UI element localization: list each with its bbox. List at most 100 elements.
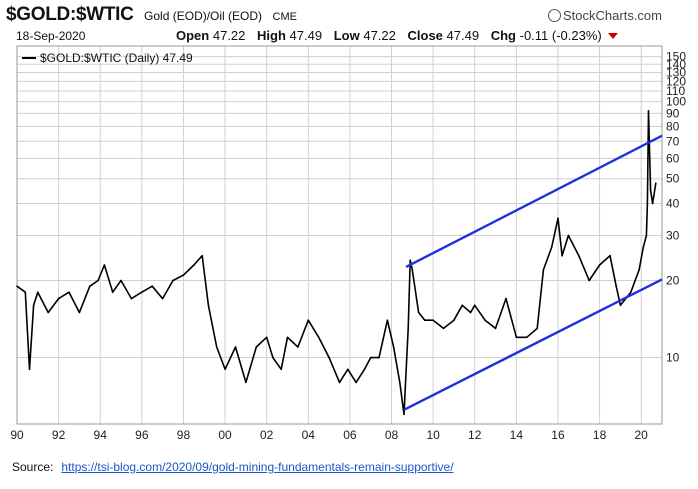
price-point <box>16 285 18 288</box>
price-point <box>255 346 258 348</box>
price-point <box>442 327 445 330</box>
price-point <box>630 291 632 294</box>
price-point <box>286 336 289 339</box>
y-tick-label: 100 <box>666 95 686 109</box>
price-point <box>245 381 247 384</box>
price-point <box>68 291 70 294</box>
price-point <box>307 319 310 322</box>
price-point <box>151 285 153 288</box>
price-point <box>111 291 114 294</box>
price-point <box>317 336 320 339</box>
price-point <box>655 182 657 184</box>
x-tick-label: 98 <box>177 428 191 442</box>
grid-lines <box>16 46 662 424</box>
y-tick-label: 120 <box>666 74 686 88</box>
upper-channel-line <box>405 134 663 269</box>
brand-logo[interactable]: StockCharts.com <box>548 8 662 23</box>
price-point <box>47 311 49 314</box>
price-point <box>403 413 405 416</box>
high-value: 47.49 <box>289 28 323 43</box>
x-tick-label: 20 <box>635 428 649 442</box>
y-tick-label: 140 <box>666 57 686 71</box>
price-point <box>567 234 570 237</box>
lower-channel-line <box>403 278 663 411</box>
x-tick-label: 92 <box>52 428 66 442</box>
chart-header: $GOLD:$WTIC Gold (EOD)/Oil (EOD) CME <box>6 4 297 26</box>
price-point <box>280 368 283 371</box>
source-link[interactable]: https://tsi-blog.com/2020/09/gold-mining… <box>61 460 454 474</box>
price-point <box>494 327 497 330</box>
y-tick-label: 90 <box>666 106 680 120</box>
y-tick-label: 80 <box>666 119 680 133</box>
y-tick-label: 50 <box>666 172 680 186</box>
y-tick-label: 20 <box>666 274 680 288</box>
price-point <box>588 279 590 282</box>
price-point <box>347 368 349 371</box>
price-point <box>615 285 617 288</box>
price-point <box>369 356 372 359</box>
x-tick-label: 94 <box>94 428 108 442</box>
plot-frame <box>16 45 663 425</box>
price-point <box>557 217 559 220</box>
price-point <box>328 356 330 359</box>
price-point <box>182 274 185 276</box>
price-point <box>120 279 122 282</box>
y-tick-label: 130 <box>666 65 686 79</box>
price-point <box>542 269 545 271</box>
price-point <box>28 368 31 371</box>
chart-description: Gold (EOD)/Oil (EOD) <box>144 9 263 23</box>
price-point <box>363 368 366 371</box>
price-point <box>453 319 455 322</box>
x-tick-label: 16 <box>551 428 565 442</box>
source-line: Source: https://tsi-blog.com/2020/09/gold… <box>12 460 454 474</box>
x-tick-label: 06 <box>343 428 357 442</box>
y-tick-label: 40 <box>666 196 680 210</box>
price-point <box>103 264 106 266</box>
price-point <box>399 381 401 384</box>
price-point <box>619 304 622 307</box>
price-point <box>473 304 476 307</box>
price-point <box>484 319 486 322</box>
price-point <box>386 319 389 322</box>
price-point <box>505 297 507 300</box>
price-point <box>647 110 650 112</box>
price-point <box>561 254 563 257</box>
x-tick-label: 18 <box>593 428 607 442</box>
price-point <box>536 327 538 330</box>
x-tick-label: 08 <box>385 428 399 442</box>
x-tick-label: 96 <box>135 428 149 442</box>
channel-group <box>403 134 663 411</box>
price-point <box>411 269 414 271</box>
close-label: Close <box>407 28 443 43</box>
x-axis: 90 92 94 96 98 00 02 04 06 08 10 12 14 16 18 20 <box>10 428 648 442</box>
ohlc-readout: Open 47.22 High 47.49 Low 47.22 Close 47… <box>176 28 618 43</box>
x-tick-label: 02 <box>260 428 274 442</box>
price-point <box>409 259 412 262</box>
close-value: 47.49 <box>446 28 480 43</box>
price-series-line <box>16 110 657 416</box>
price-point <box>215 346 218 348</box>
price-point <box>193 264 195 266</box>
y-tick-label: 60 <box>666 151 680 165</box>
price-point <box>432 319 434 322</box>
price-point <box>355 381 357 384</box>
price-point <box>37 291 39 294</box>
price-point <box>32 304 35 307</box>
price-point <box>392 346 395 348</box>
high-label: High <box>257 28 286 43</box>
price-point <box>172 279 174 282</box>
price-point <box>89 285 91 288</box>
open-label: Open <box>176 28 210 43</box>
price-point <box>469 311 472 314</box>
price-point <box>526 336 528 339</box>
price-point <box>161 297 164 300</box>
price-point <box>272 356 274 359</box>
x-tick-label: 90 <box>10 428 24 442</box>
price-point <box>234 346 237 348</box>
price-point <box>550 246 553 248</box>
source-label: Source: <box>12 460 54 474</box>
y-tick-label: 150 <box>666 50 686 64</box>
chg-label: Chg <box>490 28 516 43</box>
price-point <box>338 381 341 384</box>
